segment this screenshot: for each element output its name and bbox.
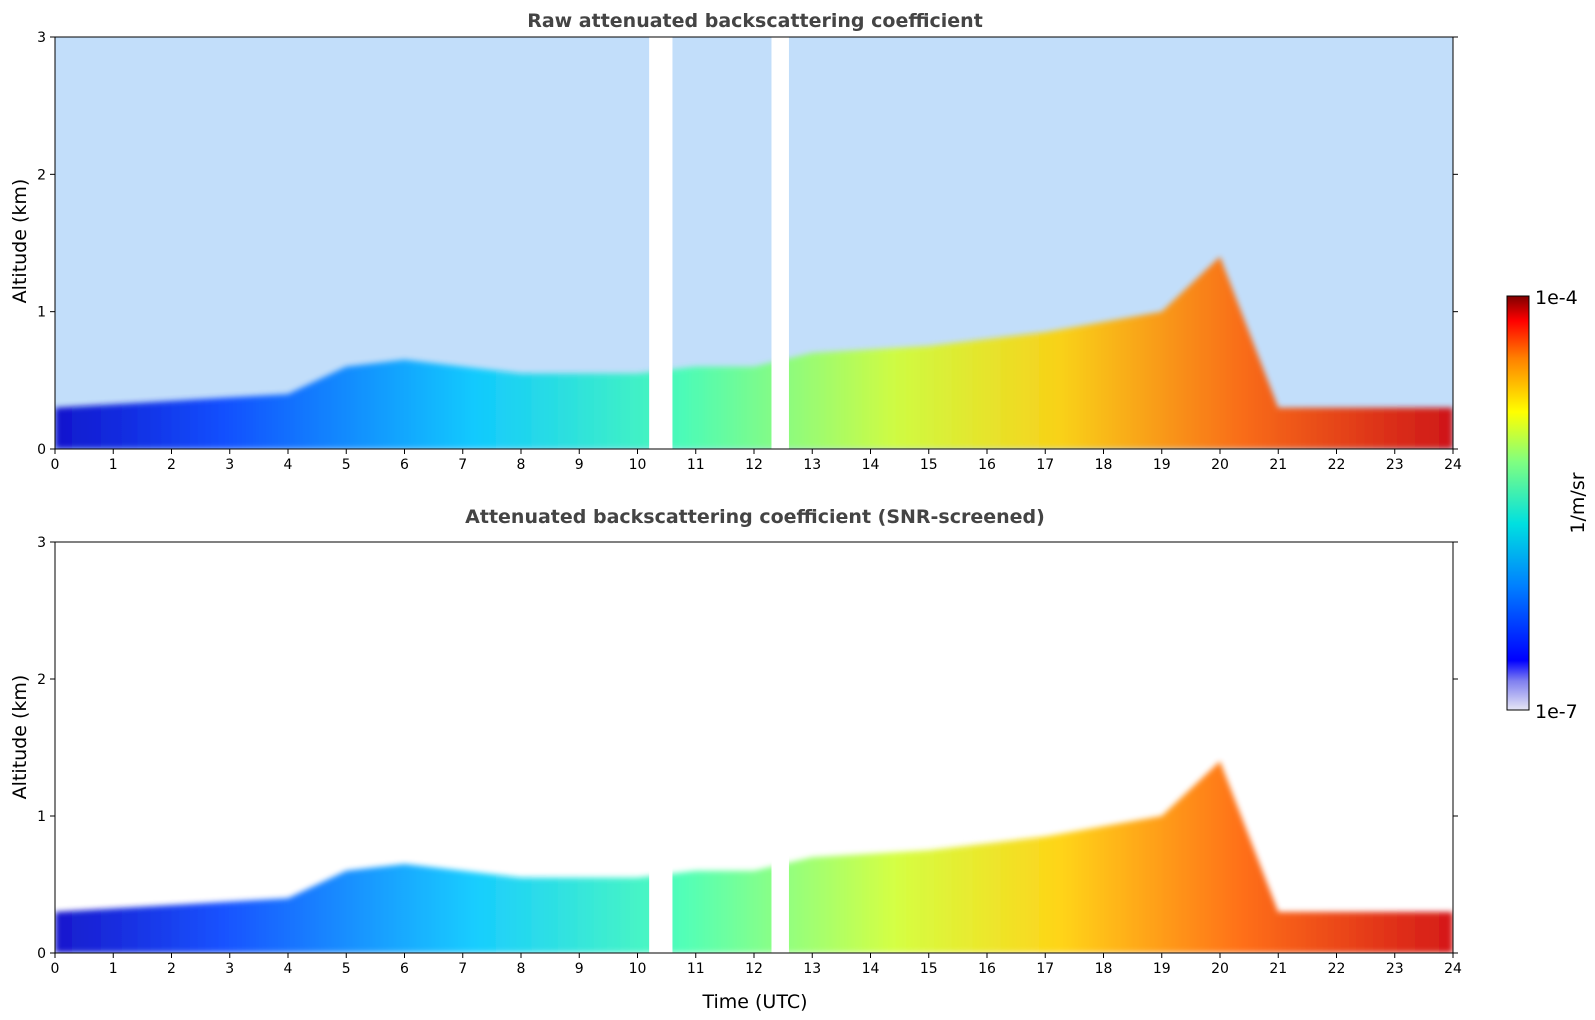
x-tick-label: 5 bbox=[342, 457, 351, 473]
x-tick-label: 0 bbox=[51, 961, 60, 977]
x-tick-label: 3 bbox=[225, 457, 234, 473]
x-tick-label: 16 bbox=[978, 961, 996, 977]
x-tick-label: 1 bbox=[109, 961, 118, 977]
x-tick-label: 7 bbox=[458, 961, 467, 977]
panel-title: Raw attenuated backscattering coefficien… bbox=[527, 10, 983, 32]
x-tick-label: 9 bbox=[575, 457, 584, 473]
x-tick-label: 4 bbox=[284, 457, 293, 473]
data-gap bbox=[649, 542, 673, 953]
x-tick-label: 11 bbox=[687, 961, 705, 977]
x-tick-label: 0 bbox=[51, 457, 60, 473]
x-tick-label: 12 bbox=[745, 961, 763, 977]
x-tick-label: 15 bbox=[920, 961, 938, 977]
colorbar-gradient bbox=[1506, 295, 1530, 711]
x-tick-label: 14 bbox=[862, 961, 880, 977]
x-tick-label: 9 bbox=[575, 961, 584, 977]
y-tick-label: 2 bbox=[37, 672, 46, 688]
x-axis-label: Time (UTC) bbox=[701, 991, 807, 1013]
data-gap bbox=[771, 542, 789, 953]
x-tick-label: 20 bbox=[1211, 457, 1229, 473]
x-tick-label: 12 bbox=[745, 457, 763, 473]
x-tick-label: 13 bbox=[803, 457, 821, 473]
plot-area bbox=[55, 37, 1453, 449]
boundary-layer bbox=[55, 256, 1453, 449]
colorbar-min-label: 1e-7 bbox=[1535, 701, 1578, 723]
x-tick-label: 5 bbox=[342, 961, 351, 977]
y-tick-label: 3 bbox=[37, 30, 46, 46]
y-axis-label: Altitude (km) bbox=[9, 179, 31, 304]
x-tick-label: 3 bbox=[225, 961, 234, 977]
y-tick-label: 0 bbox=[37, 946, 46, 962]
x-tick-label: 23 bbox=[1386, 457, 1404, 473]
x-tick-label: 13 bbox=[803, 961, 821, 977]
data-gap bbox=[771, 37, 789, 449]
x-tick-label: 6 bbox=[400, 457, 409, 473]
raw-backscatter-panel: Raw attenuated backscattering coefficien… bbox=[9, 10, 1462, 473]
x-tick-label: 10 bbox=[629, 457, 647, 473]
x-tick-label: 21 bbox=[1269, 457, 1287, 473]
x-tick-label: 24 bbox=[1444, 961, 1462, 977]
plot-area bbox=[55, 542, 1453, 953]
x-tick-label: 20 bbox=[1211, 961, 1229, 977]
snr-screened-panel: Attenuated backscattering coefficient (S… bbox=[9, 506, 1462, 1013]
y-tick-label: 1 bbox=[37, 305, 46, 321]
x-tick-label: 4 bbox=[284, 961, 293, 977]
x-tick-label: 18 bbox=[1095, 457, 1113, 473]
x-tick-label: 23 bbox=[1386, 961, 1404, 977]
x-tick-label: 16 bbox=[978, 457, 996, 473]
x-tick-label: 22 bbox=[1328, 961, 1346, 977]
y-tick-label: 1 bbox=[37, 809, 46, 825]
boundary-layer bbox=[55, 761, 1453, 953]
x-tick-label: 6 bbox=[400, 961, 409, 977]
y-tick-label: 0 bbox=[37, 442, 46, 458]
x-tick-label: 10 bbox=[629, 961, 647, 977]
x-tick-label: 7 bbox=[458, 457, 467, 473]
x-tick-label: 24 bbox=[1444, 457, 1462, 473]
x-tick-label: 17 bbox=[1036, 457, 1054, 473]
x-tick-label: 19 bbox=[1153, 961, 1171, 977]
backscatter-field bbox=[55, 542, 1453, 953]
x-tick-label: 21 bbox=[1269, 961, 1287, 977]
x-tick-label: 2 bbox=[167, 961, 176, 977]
x-tick-label: 15 bbox=[920, 457, 938, 473]
x-tick-label: 11 bbox=[687, 457, 705, 473]
colorbar-unit-label: 1/m/sr bbox=[1567, 472, 1589, 533]
y-axis-label: Altitude (km) bbox=[9, 675, 31, 800]
axes: 0 1 2 3 4 5 6 7 8 9 10 11 12 13 14 15 16 17 18 19 20 21 22 23 24… bbox=[37, 30, 1462, 473]
colorbar-max-label: 1e-4 bbox=[1535, 287, 1578, 309]
y-tick-label: 2 bbox=[37, 167, 46, 183]
x-tick-label: 14 bbox=[862, 457, 880, 473]
y-tick-label: 3 bbox=[37, 535, 46, 551]
x-tick-label: 1 bbox=[109, 457, 118, 473]
data-gap bbox=[649, 37, 673, 449]
x-tick-label: 2 bbox=[167, 457, 176, 473]
colorbar: 1e-4 1e-7 1/m/sr bbox=[1506, 287, 1589, 723]
x-tick-label: 18 bbox=[1095, 961, 1113, 977]
axes: 0 1 2 3 4 5 6 7 8 9 10 11 12 13 14 15 16 17 18 19 20 21 22 23 24… bbox=[37, 535, 1462, 977]
x-tick-label: 8 bbox=[517, 457, 526, 473]
x-tick-label: 17 bbox=[1036, 961, 1054, 977]
backscatter-field bbox=[55, 37, 1453, 449]
x-tick-label: 22 bbox=[1328, 457, 1346, 473]
x-tick-label: 8 bbox=[517, 961, 526, 977]
panel-title: Attenuated backscattering coefficient (S… bbox=[465, 506, 1045, 528]
x-tick-label: 19 bbox=[1153, 457, 1171, 473]
